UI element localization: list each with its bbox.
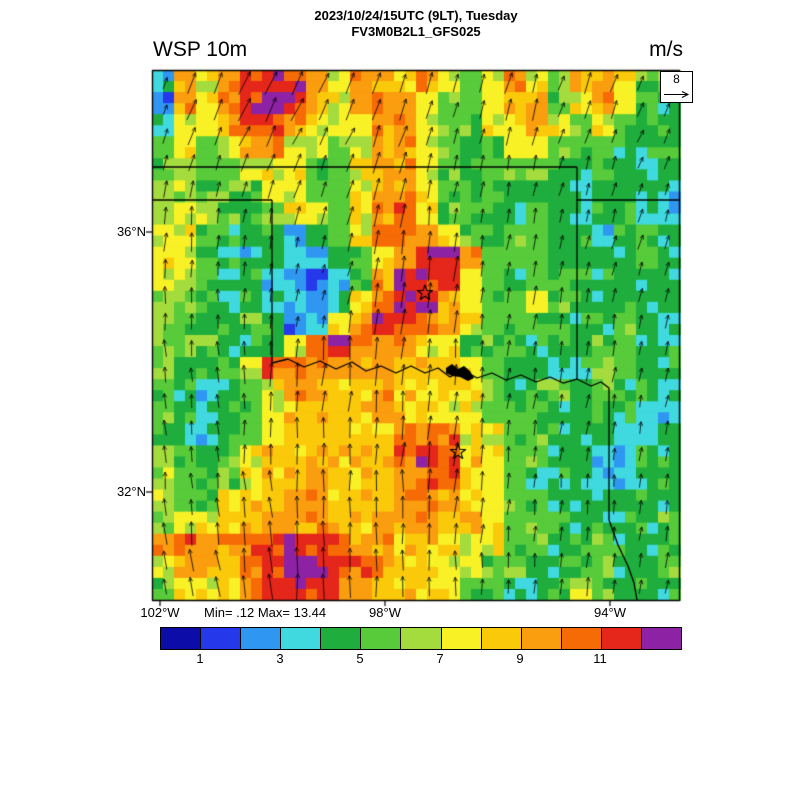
colorbar-tick-label: 1 xyxy=(196,651,204,666)
reference-vector-value: 8 xyxy=(673,72,680,86)
colorbar-segment xyxy=(401,628,442,649)
units-label: m/s xyxy=(649,38,683,61)
colorbar-tick-label: 9 xyxy=(516,651,524,666)
colorbar-tick-label: 11 xyxy=(593,651,607,666)
reference-vector-box: 8 xyxy=(660,71,693,103)
x-axis-tick-label: 98°W xyxy=(369,605,401,620)
colorbar-tick-label: 3 xyxy=(276,651,284,666)
y-axis-tick-label: 36°N xyxy=(116,224,146,239)
colorbar-tick-label: 5 xyxy=(356,651,364,666)
colorbar-tick-label: 7 xyxy=(436,651,444,666)
colorbar-segment xyxy=(641,628,682,649)
chart-title-model: FV3M0B2L1_GFS025 xyxy=(351,24,481,39)
reference-vector-arrow-icon xyxy=(664,91,690,98)
colorbar-segment xyxy=(521,628,562,649)
colorbar-segment xyxy=(441,628,482,649)
colorbar-segment xyxy=(481,628,522,649)
colorbar-segment xyxy=(201,628,242,649)
chart-title-date: 2023/10/24/15UTC (9LT), Tuesday xyxy=(314,8,518,23)
x-axis-tick-label: 102°W xyxy=(140,605,180,620)
colorbar-segment xyxy=(561,628,602,649)
colorbar-segment xyxy=(321,628,362,649)
x-axis-tick-label: 94°W xyxy=(594,605,626,620)
colorbar-segment xyxy=(161,628,202,649)
variable-label: WSP 10m xyxy=(153,38,248,61)
y-axis-tick-label: 32°N xyxy=(116,484,146,499)
colorbar-segment xyxy=(361,628,402,649)
colorbar-segment xyxy=(241,628,282,649)
minmax-stats: Min= .12 Max= 13.44 xyxy=(204,605,327,620)
colorbar-segment xyxy=(281,628,322,649)
colorbar-legend xyxy=(160,627,682,650)
colorbar-segment xyxy=(601,628,642,649)
